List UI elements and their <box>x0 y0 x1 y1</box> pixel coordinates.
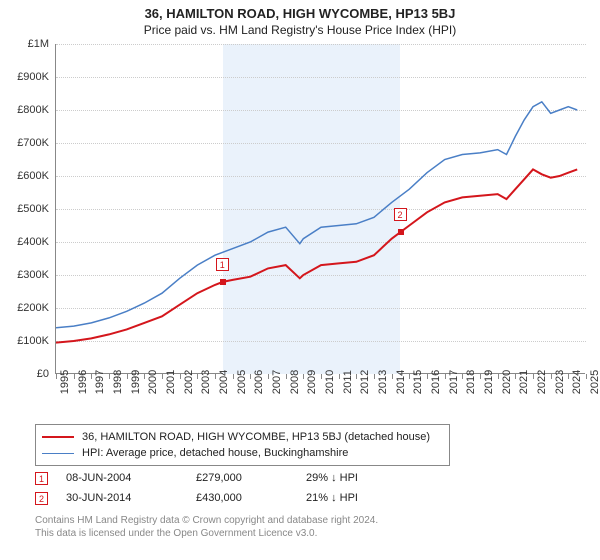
sale-price: £279,000 <box>196 472 306 484</box>
footer-line: Contains HM Land Registry data © Crown c… <box>35 514 378 527</box>
sale-marker-icon: 2 <box>394 208 407 221</box>
sale-row: 1 08-JUN-2004 £279,000 29% ↓ HPI <box>35 468 406 488</box>
y-axis-label: £500K <box>17 203 49 215</box>
x-axis-label: 2025 <box>589 370 600 394</box>
x-axis-label: 2003 <box>200 370 212 394</box>
x-axis-label: 1997 <box>94 370 106 394</box>
x-axis-label: 2013 <box>377 370 389 394</box>
x-axis-label: 2009 <box>306 370 318 394</box>
sale-point-icon <box>220 279 226 285</box>
x-axis-label: 2007 <box>271 370 283 394</box>
x-axis-labels: 1995199619971998199920002001200220032004… <box>55 378 585 418</box>
plot-frame: 12 <box>55 44 585 374</box>
y-axis-label: £400K <box>17 236 49 248</box>
x-axis-label: 2006 <box>253 370 265 394</box>
footer-line: This data is licensed under the Open Gov… <box>35 527 378 540</box>
x-axis-label: 2017 <box>448 370 460 394</box>
legend-item-price: 36, HAMILTON ROAD, HIGH WYCOMBE, HP13 5B… <box>42 429 443 445</box>
sale-marker-icon: 1 <box>216 258 229 271</box>
x-axis-label: 2022 <box>536 370 548 394</box>
y-axis-label: £300K <box>17 269 49 281</box>
sale-delta: 21% ↓ HPI <box>306 492 406 504</box>
x-axis-label: 2008 <box>289 370 301 394</box>
chart-title: 36, HAMILTON ROAD, HIGH WYCOMBE, HP13 5B… <box>0 0 600 21</box>
x-axis-label: 2014 <box>395 370 407 394</box>
x-axis-label: 1999 <box>130 370 142 394</box>
y-axis-label: £200K <box>17 302 49 314</box>
x-axis-label: 2010 <box>324 370 336 394</box>
x-axis-label: 2023 <box>554 370 566 394</box>
chart-plot-area: 12 £0£100K£200K£300K£400K£500K£600K£700K… <box>55 44 585 374</box>
x-axis-label: 1996 <box>77 370 89 394</box>
x-axis-label: 1998 <box>112 370 124 394</box>
chart-subtitle: Price paid vs. HM Land Registry's House … <box>0 21 600 41</box>
y-axis-label: £900K <box>17 71 49 83</box>
legend-label: HPI: Average price, detached house, Buck… <box>82 447 348 459</box>
x-axis-label: 2016 <box>430 370 442 394</box>
series-price <box>56 169 577 342</box>
legend-label: 36, HAMILTON ROAD, HIGH WYCOMBE, HP13 5B… <box>82 431 430 443</box>
x-axis-label: 2018 <box>465 370 477 394</box>
sale-marker-icon: 2 <box>35 492 48 505</box>
x-axis-label: 2015 <box>412 370 424 394</box>
y-axis-label: £1M <box>28 38 49 50</box>
x-axis-label: 2012 <box>359 370 371 394</box>
y-axis-label: £800K <box>17 104 49 116</box>
legend: 36, HAMILTON ROAD, HIGH WYCOMBE, HP13 5B… <box>35 424 450 466</box>
line-chart-svg <box>56 44 586 374</box>
x-axis-label: 2005 <box>236 370 248 394</box>
sale-date: 08-JUN-2004 <box>66 472 196 484</box>
x-axis-label: 2004 <box>218 370 230 394</box>
x-axis-label: 2020 <box>501 370 513 394</box>
x-axis-label: 1995 <box>59 370 71 394</box>
footer: Contains HM Land Registry data © Crown c… <box>35 514 378 540</box>
sale-date: 30-JUN-2014 <box>66 492 196 504</box>
series-hpi <box>56 102 577 328</box>
x-axis-label: 2001 <box>165 370 177 394</box>
x-axis-label: 2019 <box>483 370 495 394</box>
sale-delta: 29% ↓ HPI <box>306 472 406 484</box>
sales-table: 1 08-JUN-2004 £279,000 29% ↓ HPI 2 30-JU… <box>35 468 406 508</box>
y-axis-label: £100K <box>17 335 49 347</box>
sale-row: 2 30-JUN-2014 £430,000 21% ↓ HPI <box>35 488 406 508</box>
y-axis-label: £700K <box>17 137 49 149</box>
x-axis-label: 2002 <box>183 370 195 394</box>
x-axis-label: 2024 <box>571 370 583 394</box>
y-axis-label: £600K <box>17 170 49 182</box>
sale-point-icon <box>398 229 404 235</box>
sale-marker-icon: 1 <box>35 472 48 485</box>
x-axis-label: 2021 <box>518 370 530 394</box>
legend-item-hpi: HPI: Average price, detached house, Buck… <box>42 445 443 461</box>
x-axis-label: 2011 <box>342 370 354 394</box>
x-axis-label: 2000 <box>147 370 159 394</box>
sale-price: £430,000 <box>196 492 306 504</box>
y-axis-label: £0 <box>37 368 49 380</box>
